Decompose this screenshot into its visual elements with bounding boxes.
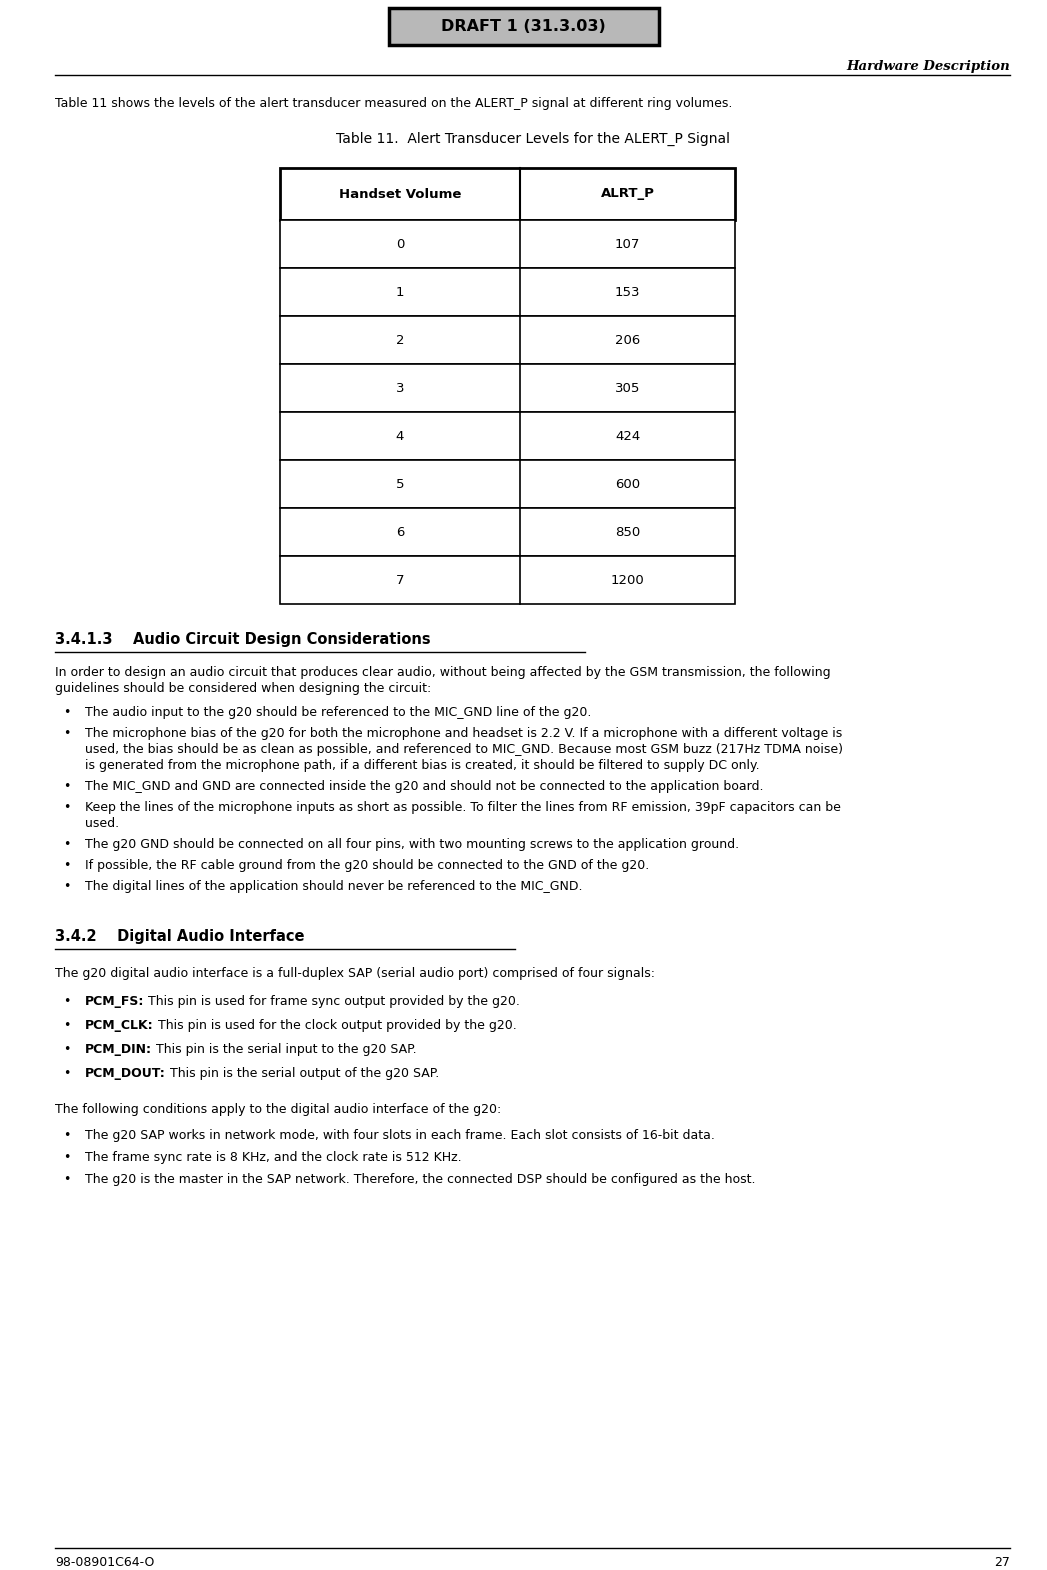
Text: •: • xyxy=(63,727,71,739)
Text: The g20 SAP works in network mode, with four slots in each frame. Each slot cons: The g20 SAP works in network mode, with … xyxy=(85,1129,715,1141)
Text: This pin is the serial output of the g20 SAP.: This pin is the serial output of the g20… xyxy=(165,1068,439,1080)
Text: 5: 5 xyxy=(396,477,404,490)
Text: 2: 2 xyxy=(396,333,404,347)
Text: 4: 4 xyxy=(396,430,404,443)
Text: The frame sync rate is 8 KHz, and the clock rate is 512 KHz.: The frame sync rate is 8 KHz, and the cl… xyxy=(85,1151,462,1163)
Text: •: • xyxy=(63,995,71,1008)
Text: PCM_DOUT:: PCM_DOUT: xyxy=(85,1068,165,1080)
Text: The microphone bias of the g20 for both the microphone and headset is 2.2 V. If : The microphone bias of the g20 for both … xyxy=(85,727,842,739)
Bar xyxy=(280,268,735,316)
Text: 107: 107 xyxy=(615,237,640,251)
Text: Table 11 shows the levels of the alert transducer measured on the ALERT_P signal: Table 11 shows the levels of the alert t… xyxy=(55,97,732,110)
Bar xyxy=(280,460,735,509)
Text: The following conditions apply to the digital audio interface of the g20:: The following conditions apply to the di… xyxy=(55,1104,502,1116)
Text: PCM_CLK:: PCM_CLK: xyxy=(85,1019,154,1031)
Text: 98-08901C64-O: 98-08901C64-O xyxy=(55,1556,154,1568)
Text: 3.4.2    Digital Audio Interface: 3.4.2 Digital Audio Interface xyxy=(55,929,305,944)
Text: •: • xyxy=(63,706,71,719)
Text: •: • xyxy=(63,801,71,813)
Text: •: • xyxy=(63,1129,71,1141)
Text: 3.4.1.3    Audio Circuit Design Considerations: 3.4.1.3 Audio Circuit Design Considerati… xyxy=(55,633,430,647)
Bar xyxy=(280,220,735,268)
Text: •: • xyxy=(63,881,71,893)
Text: •: • xyxy=(63,1173,71,1185)
Text: Handset Volume: Handset Volume xyxy=(339,187,461,201)
Text: 600: 600 xyxy=(615,477,640,490)
Bar xyxy=(280,316,735,364)
Text: 1: 1 xyxy=(396,286,404,298)
Text: •: • xyxy=(63,859,71,871)
Text: The MIC_GND and GND are connected inside the g20 and should not be connected to : The MIC_GND and GND are connected inside… xyxy=(85,780,763,793)
Text: 424: 424 xyxy=(615,430,640,443)
Text: Keep the lines of the microphone inputs as short as possible. To filter the line: Keep the lines of the microphone inputs … xyxy=(85,801,841,813)
Text: The g20 digital audio interface is a full-duplex SAP (serial audio port) compris: The g20 digital audio interface is a ful… xyxy=(55,967,655,980)
Text: 305: 305 xyxy=(615,382,640,394)
Bar xyxy=(280,509,735,556)
Text: 850: 850 xyxy=(615,526,640,539)
Text: 7: 7 xyxy=(396,573,404,587)
Text: •: • xyxy=(63,1068,71,1080)
Text: ALRT_P: ALRT_P xyxy=(601,187,654,201)
Text: Hardware Description: Hardware Description xyxy=(846,60,1010,72)
Text: 0: 0 xyxy=(396,237,404,251)
Text: is generated from the microphone path, if a different bias is created, it should: is generated from the microphone path, i… xyxy=(85,758,760,772)
Text: The g20 GND should be connected on all four pins, with two mounting screws to th: The g20 GND should be connected on all f… xyxy=(85,838,739,851)
Bar xyxy=(280,168,735,220)
Text: •: • xyxy=(63,1151,71,1163)
Text: 153: 153 xyxy=(615,286,641,298)
Text: This pin is used for frame sync output provided by the g20.: This pin is used for frame sync output p… xyxy=(144,995,520,1008)
Text: The digital lines of the application should never be referenced to the MIC_GND.: The digital lines of the application sho… xyxy=(85,881,582,893)
Text: 27: 27 xyxy=(994,1556,1010,1568)
Bar xyxy=(388,8,659,46)
Text: 1200: 1200 xyxy=(610,573,644,587)
Text: In order to design an audio circuit that produces clear audio, without being aff: In order to design an audio circuit that… xyxy=(55,666,830,678)
Bar xyxy=(280,364,735,411)
Text: •: • xyxy=(63,780,71,793)
Text: 206: 206 xyxy=(615,333,640,347)
Bar xyxy=(280,556,735,604)
Text: PCM_DIN:: PCM_DIN: xyxy=(85,1042,152,1057)
Text: This pin is the serial input to the g20 SAP.: This pin is the serial input to the g20 … xyxy=(152,1042,417,1057)
Text: 3: 3 xyxy=(396,382,404,394)
Text: •: • xyxy=(63,838,71,851)
Text: The audio input to the g20 should be referenced to the MIC_GND line of the g20.: The audio input to the g20 should be ref… xyxy=(85,706,592,719)
Text: guidelines should be considered when designing the circuit:: guidelines should be considered when des… xyxy=(55,681,431,696)
Text: If possible, the RF cable ground from the g20 should be connected to the GND of : If possible, the RF cable ground from th… xyxy=(85,859,649,871)
Bar xyxy=(280,411,735,460)
Text: PCM_FS:: PCM_FS: xyxy=(85,995,144,1008)
Text: Table 11.  Alert Transducer Levels for the ALERT_P Signal: Table 11. Alert Transducer Levels for th… xyxy=(335,132,730,146)
Text: The g20 is the master in the SAP network. Therefore, the connected DSP should be: The g20 is the master in the SAP network… xyxy=(85,1173,756,1185)
Text: 6: 6 xyxy=(396,526,404,539)
Text: used.: used. xyxy=(85,816,119,831)
Text: •: • xyxy=(63,1042,71,1057)
Text: •: • xyxy=(63,1019,71,1031)
Text: This pin is used for the clock output provided by the g20.: This pin is used for the clock output pr… xyxy=(154,1019,516,1031)
Text: DRAFT 1 (31.3.03): DRAFT 1 (31.3.03) xyxy=(441,19,606,35)
Text: used, the bias should be as clean as possible, and referenced to MIC_GND. Becaus: used, the bias should be as clean as pos… xyxy=(85,743,843,757)
